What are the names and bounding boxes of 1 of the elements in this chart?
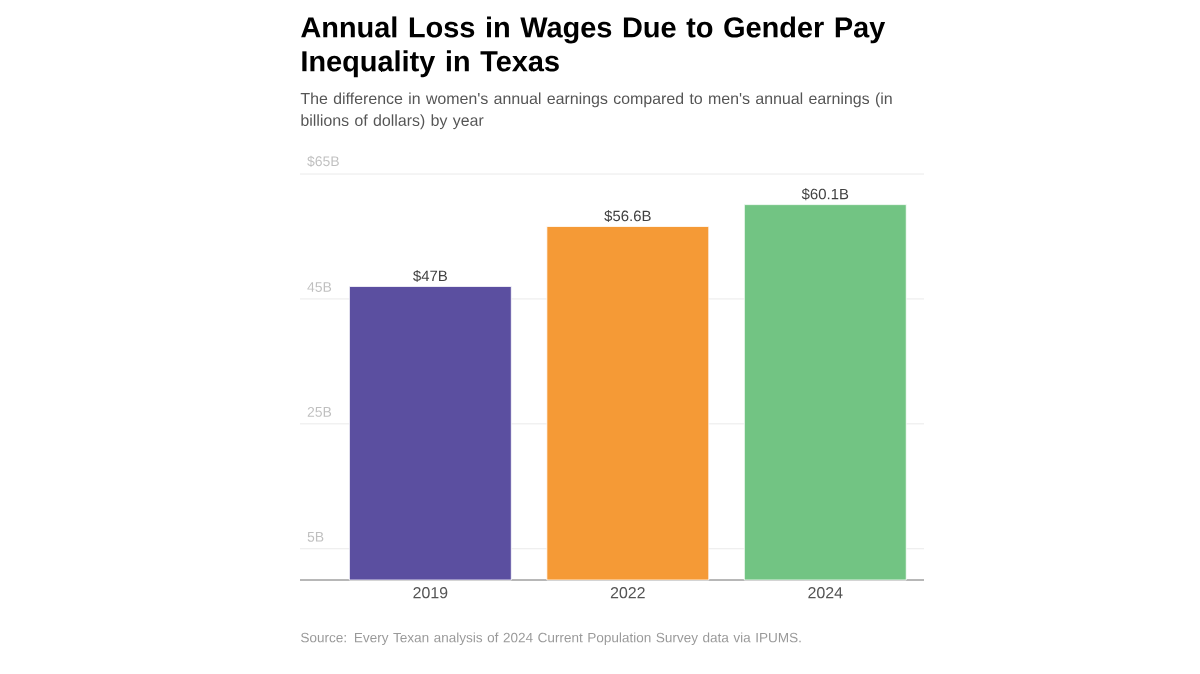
chart-title: Annual Loss in Wages Due to Gender Pay Inequality in Texas (301, 16, 886, 78)
